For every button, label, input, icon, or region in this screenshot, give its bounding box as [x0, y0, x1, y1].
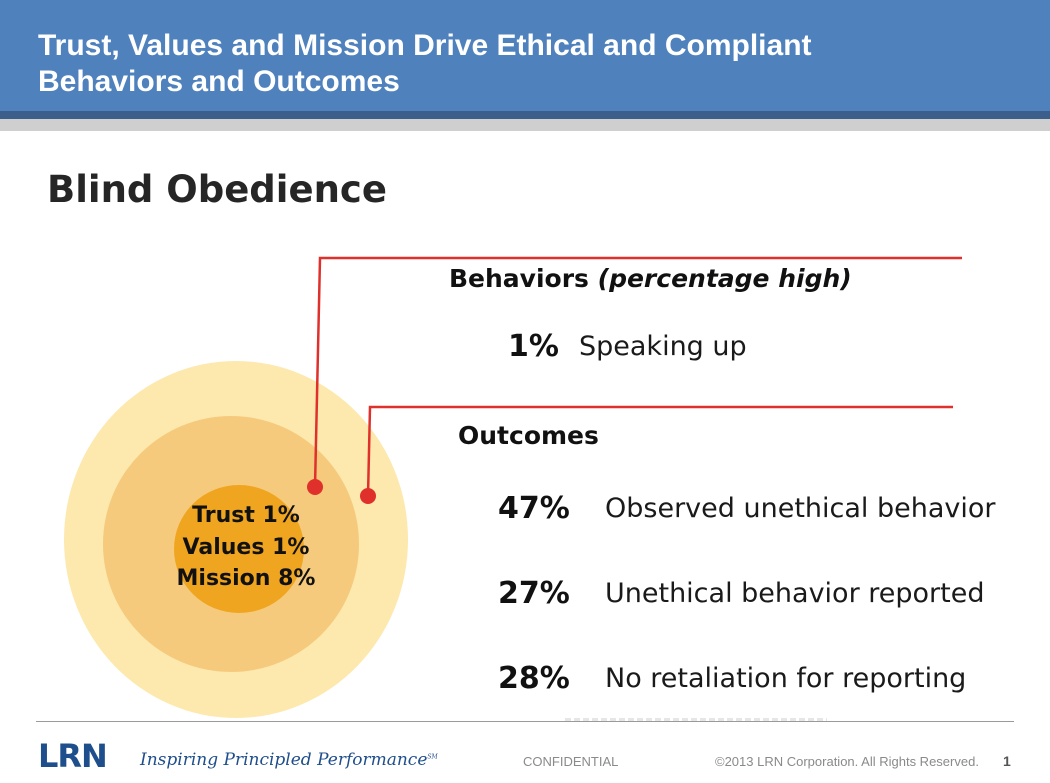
outcomes-heading: Outcomes	[458, 421, 599, 450]
header-divider-dark	[0, 111, 1050, 119]
behavior-pct: 1%	[508, 329, 559, 364]
outcomes-connector	[366, 405, 953, 497]
outcome-label: Unethical behavior reported	[605, 578, 985, 609]
behaviors-connector-dot	[307, 479, 323, 495]
header-bar	[0, 0, 1050, 111]
trust-circle	[174, 485, 304, 613]
outcomes-connector-dot	[360, 488, 376, 504]
outcome-label: Observed unethical behavior	[605, 493, 996, 524]
slide-title-line-2: Behaviors and Outcomes	[38, 65, 400, 98]
trust-label: Trust 1%	[192, 503, 300, 528]
confidential-label: CONFIDENTIAL	[523, 754, 619, 769]
tagline: Inspiring Principled PerformanceSM	[140, 750, 438, 770]
behaviors-note: (percentage high)	[597, 264, 852, 293]
mission-label: Mission 8%	[176, 566, 316, 591]
header-divider-light	[0, 119, 1050, 131]
outcome-label: No retaliation for reporting	[605, 663, 967, 694]
behaviors-connector	[313, 256, 962, 488]
footer-dotted-accent	[565, 718, 827, 721]
behaviors-heading: Behaviors (percentage high)	[449, 264, 852, 293]
slide-title-line-1: Trust, Values and Mission Drive Ethical …	[38, 29, 812, 62]
section-heading: Blind Obedience	[47, 168, 387, 211]
footer-divider	[36, 721, 1014, 722]
behaviors-title: Behaviors	[449, 264, 589, 293]
lrn-logo: LRN	[38, 737, 108, 775]
circle-labels: Trust 1% Values 1% Mission 8%	[146, 500, 346, 595]
slide-title: Trust, Values and Mission Drive Ethical …	[38, 28, 998, 100]
outcome-pct: 27%	[498, 576, 570, 611]
behavior-label: Speaking up	[579, 331, 747, 362]
outcome-pct: 47%	[498, 491, 570, 526]
copyright-notice: ©2013 LRN Corporation. All Rights Reserv…	[715, 754, 979, 769]
tagline-text: Inspiring Principled Performance	[140, 750, 428, 770]
page-number: 1	[1003, 753, 1011, 769]
values-label: Values 1%	[182, 534, 310, 560]
outcome-pct: 28%	[498, 661, 570, 696]
service-mark: SM	[427, 753, 438, 761]
